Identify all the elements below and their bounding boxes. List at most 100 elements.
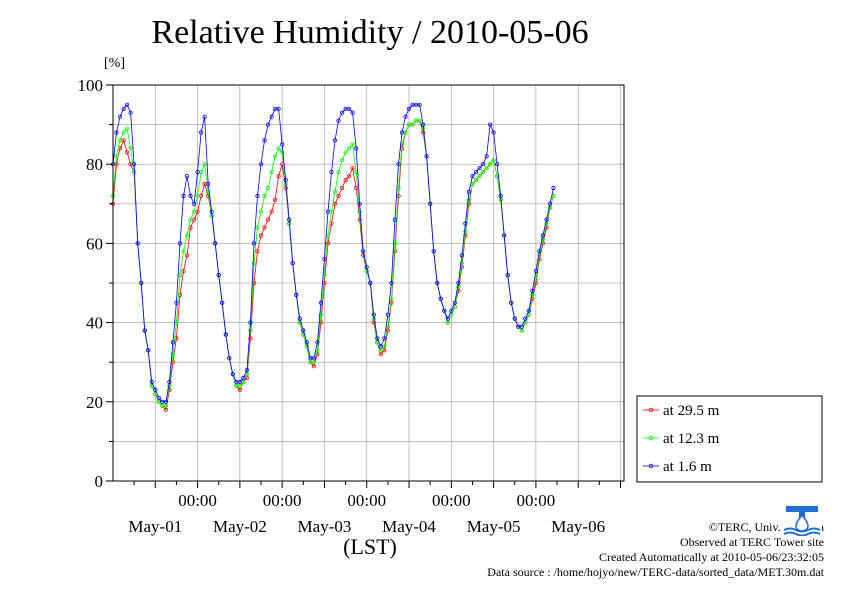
data-point: [385, 312, 390, 317]
data-point: [477, 166, 482, 171]
data-point: [202, 162, 207, 167]
x-date-label: May-03: [298, 517, 352, 536]
data-point: [435, 280, 440, 286]
series-lines: [110, 102, 556, 412]
data-point: [272, 154, 278, 159]
data-point: [262, 225, 267, 230]
data-point: [135, 241, 140, 246]
data-point: [121, 106, 126, 111]
data-point: [491, 158, 496, 163]
terc-logo-icon: [782, 502, 822, 536]
data-point: [128, 110, 133, 115]
data-point: [533, 268, 539, 274]
data-point: [276, 106, 281, 111]
data-point: [445, 316, 450, 321]
data-point: [184, 253, 190, 258]
data-point: [420, 122, 426, 127]
data-point: [258, 209, 264, 214]
grid: [113, 85, 624, 481]
data-point: [156, 395, 161, 400]
data-point: [269, 114, 274, 119]
data-point: [248, 336, 253, 341]
data-point: [537, 249, 542, 254]
data-point: [463, 221, 468, 226]
x-date-label: May-04: [382, 517, 436, 536]
data-point: [530, 292, 535, 297]
data-point: [206, 181, 211, 187]
legend-swatch-marker: [648, 435, 654, 441]
data-point: [354, 146, 359, 151]
data-source-text: Data source : /home/hojyo/new/TERC-data/…: [487, 565, 824, 579]
x-date-label: May-02: [213, 517, 267, 536]
data-point: [258, 162, 264, 167]
data-point: [417, 102, 422, 107]
data-point: [470, 174, 475, 179]
data-point: [473, 170, 479, 175]
y-tick-label: 100: [78, 76, 104, 95]
data-point: [445, 320, 450, 325]
data-point: [230, 371, 235, 377]
data-point: [177, 241, 183, 246]
data-point: [227, 356, 232, 361]
data-point: [442, 308, 447, 313]
data-point: [146, 348, 151, 353]
x-tick-time-label: 00:00: [178, 491, 217, 510]
data-point: [248, 328, 253, 333]
data-point: [265, 122, 271, 127]
data-point: [121, 130, 126, 135]
data-point: [184, 233, 190, 238]
data-point: [265, 217, 271, 222]
data-point: [125, 126, 130, 131]
data-point: [350, 142, 355, 147]
data-point: [343, 150, 348, 155]
data-point: [512, 316, 517, 321]
data-point: [452, 300, 457, 305]
data-point: [192, 201, 197, 206]
data-point: [364, 265, 369, 270]
axes: 0 20 40 60 80 100 00:00 00:00 00:00 00:00 00:00 May…: [78, 76, 625, 536]
series-2: [110, 118, 556, 408]
data-point: [431, 249, 436, 254]
data-point: [357, 201, 362, 206]
data-point: [248, 320, 253, 325]
data-point: [322, 257, 327, 262]
legend-label: at 1.6 m: [663, 459, 712, 475]
data-point: [114, 130, 119, 135]
data-point: [237, 379, 242, 385]
data-point: [350, 166, 355, 171]
data-point: [428, 201, 433, 206]
x-date-label: May-05: [467, 517, 521, 536]
data-point: [459, 253, 464, 258]
series-line: [112, 104, 554, 403]
data-point: [466, 197, 471, 202]
data-point: [438, 296, 443, 301]
data-point: [255, 249, 260, 254]
legend-label: at 12.3 m: [663, 431, 720, 447]
data-point: [375, 336, 380, 341]
data-point: [199, 130, 204, 135]
data-point: [332, 189, 338, 194]
data-point: [466, 189, 471, 194]
data-point: [262, 193, 267, 198]
legend: at 29.5 m at 12.3 m at 1.6 m: [636, 395, 823, 483]
data-point: [519, 324, 524, 329]
data-point: [336, 118, 341, 123]
data-point: [269, 170, 274, 175]
data-point: [287, 217, 292, 222]
data-point: [480, 162, 486, 167]
data-point: [547, 201, 553, 206]
data-point: [170, 352, 175, 357]
data-point: [544, 217, 549, 222]
data-point: [357, 209, 362, 214]
data-point: [163, 407, 168, 412]
y-tick-label: 60: [86, 234, 103, 253]
data-point: [258, 233, 264, 238]
created-text: Created Automatically at 2010-05-06/23:3…: [599, 550, 824, 564]
data-point: [329, 170, 334, 175]
data-point: [336, 193, 341, 198]
x-axis-title: (LST): [343, 534, 397, 559]
data-point: [519, 328, 524, 333]
data-point: [244, 367, 249, 373]
data-point: [241, 375, 246, 381]
data-point: [188, 217, 193, 222]
